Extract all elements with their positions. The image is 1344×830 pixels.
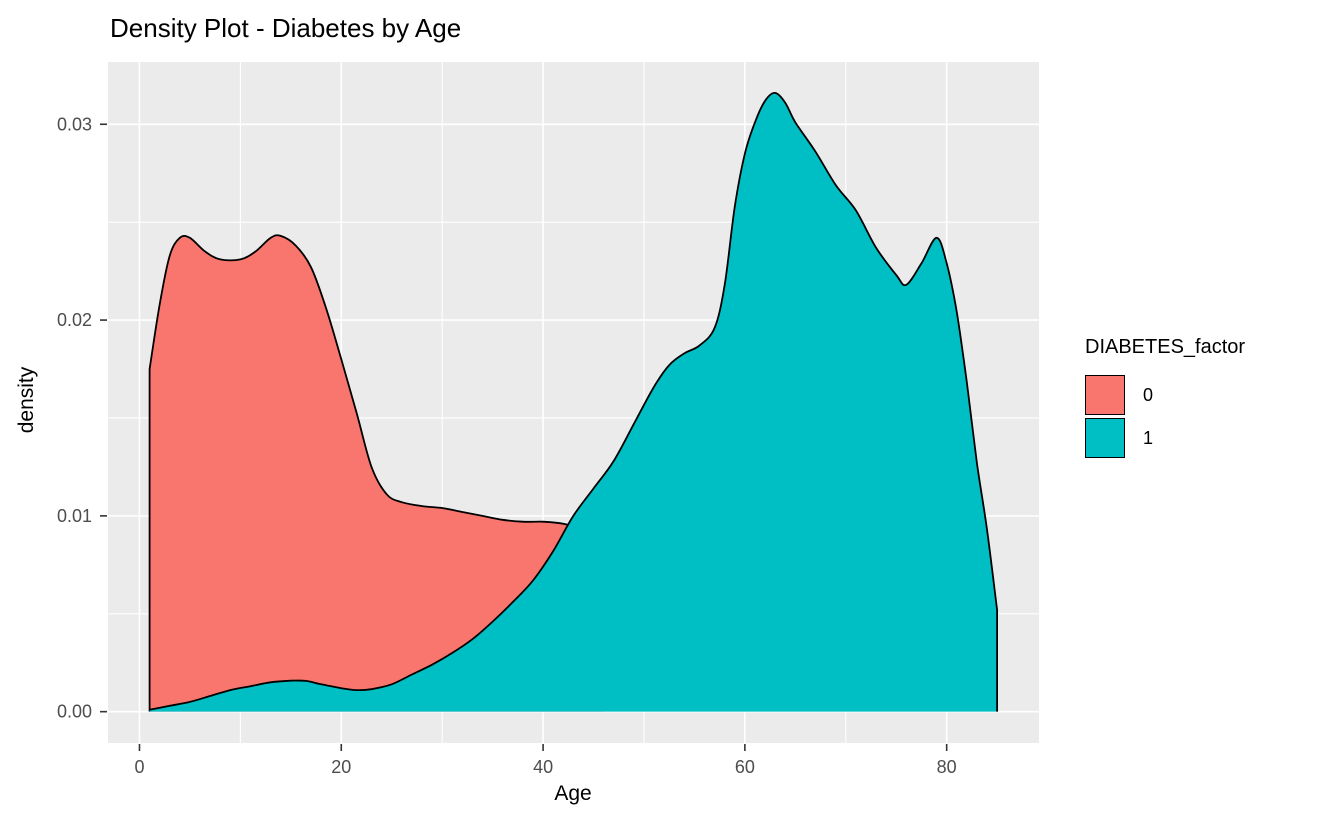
legend-key-swatch-0: [1085, 375, 1125, 415]
y-tick-label: 0.03: [57, 114, 92, 134]
legend-key-label: 0: [1143, 384, 1154, 405]
x-tick-label: 20: [331, 757, 351, 777]
density-area-1: [149, 92, 998, 712]
density-outline-0: [148, 234, 605, 712]
x-tick-label: 60: [735, 757, 755, 777]
legend-key-swatch-1: [1085, 418, 1125, 458]
y-tick-label: 0.02: [57, 310, 92, 330]
y-tick-label: 0.00: [57, 702, 92, 722]
x-tick-label: 40: [533, 757, 553, 777]
legend-entry-0: 0: [1085, 375, 1245, 415]
x-axis-title: Age: [554, 782, 592, 805]
x-tick-label: 80: [937, 757, 957, 777]
legend-entry-1: 1: [1085, 418, 1245, 458]
y-tick-label: 0.01: [57, 506, 92, 526]
x-tick-label: 0: [134, 757, 144, 777]
y-axis-title: density: [15, 366, 38, 434]
chart-title: Density Plot - Diabetes by Age: [110, 13, 462, 43]
legend-title: DIABETES_factor: [1085, 336, 1246, 358]
density-outline-1: [149, 91, 998, 712]
density-area-0: [149, 235, 604, 712]
legend-key-label: 1: [1143, 427, 1154, 448]
